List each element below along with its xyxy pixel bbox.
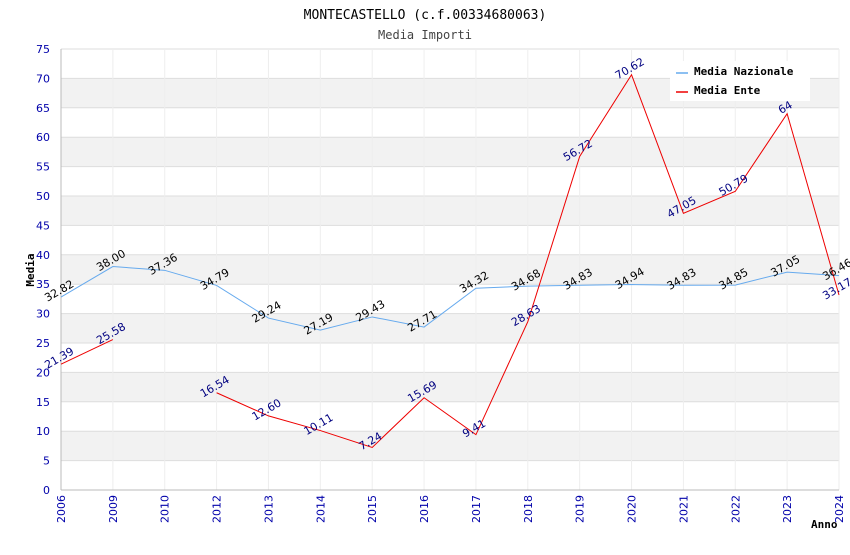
legend: Media Nazionale Media Ente	[670, 61, 810, 101]
x-tick-label: 2009	[107, 495, 120, 523]
series-line-1	[60, 339, 114, 365]
x-tick-label: 2018	[522, 495, 535, 523]
y-tick-label: 0	[43, 484, 50, 497]
legend-box	[670, 61, 810, 101]
y-tick-label: 5	[43, 455, 50, 468]
y-tick-label: 65	[36, 102, 50, 115]
y-tick-label: 30	[36, 308, 50, 321]
chart-subtitle: Media Importi	[378, 28, 472, 42]
grid-band	[61, 254, 839, 285]
grid-band	[61, 137, 839, 167]
x-axis-label: Anno	[811, 518, 838, 531]
x-tick-label: 2020	[626, 495, 639, 523]
grid-band	[61, 313, 839, 343]
y-tick-label: 50	[36, 190, 50, 203]
x-tick-labels: 2006 2009 2010 2012 2013 2014 2015 2016 2017 2018…	[55, 495, 846, 523]
y-tick-label: 55	[36, 161, 50, 174]
series-lines	[60, 73, 840, 448]
y-tick-label: 75	[36, 43, 50, 56]
series-line-1	[216, 73, 840, 448]
x-tick-label: 2021	[677, 495, 690, 523]
legend-label-nazionale: Media Nazionale	[694, 65, 794, 78]
x-tick-label: 2022	[729, 495, 742, 523]
series-line-0	[60, 266, 840, 331]
legend-label-ente: Media Ente	[694, 84, 761, 97]
x-tick-label: 2017	[470, 495, 483, 523]
x-tick-label: 2016	[418, 495, 431, 523]
x-tick-label: 2023	[781, 495, 794, 523]
y-tick-labels: 0 5 10 15 20 25 30 35 40 45 50 55 60 65 70 75	[36, 43, 50, 497]
chart-title: MONTECASTELLO (c.f.00334680063)	[304, 8, 547, 23]
grid-band	[61, 196, 839, 226]
y-tick-label: 35	[36, 278, 50, 291]
y-tick-label: 15	[36, 396, 50, 409]
x-tick-label: 2010	[159, 495, 172, 523]
y-tick-label: 70	[36, 72, 50, 85]
x-tick-label: 2006	[55, 495, 68, 523]
grid-band	[61, 372, 839, 402]
x-tick-label: 2015	[366, 495, 379, 523]
y-axis-label: Media	[24, 253, 37, 286]
data-label-ente: 50.79	[717, 172, 751, 199]
x-tick-label: 2012	[211, 495, 224, 523]
y-tick-label: 25	[36, 337, 50, 350]
y-tick-label: 20	[36, 366, 50, 379]
grid-bands	[61, 78, 839, 461]
y-tick-label: 45	[36, 219, 50, 232]
x-tick-label: 2014	[314, 495, 327, 523]
y-tick-label: 60	[36, 131, 50, 144]
y-tick-label: 10	[36, 425, 50, 438]
x-tick-label: 2019	[574, 495, 587, 523]
x-tick-label: 2013	[262, 495, 275, 523]
x-tick-label: 2024	[833, 495, 846, 523]
y-tick-label: 40	[36, 249, 50, 262]
data-label-ente: 64	[776, 99, 795, 117]
grid-band	[61, 431, 839, 461]
axes	[60, 49, 839, 491]
